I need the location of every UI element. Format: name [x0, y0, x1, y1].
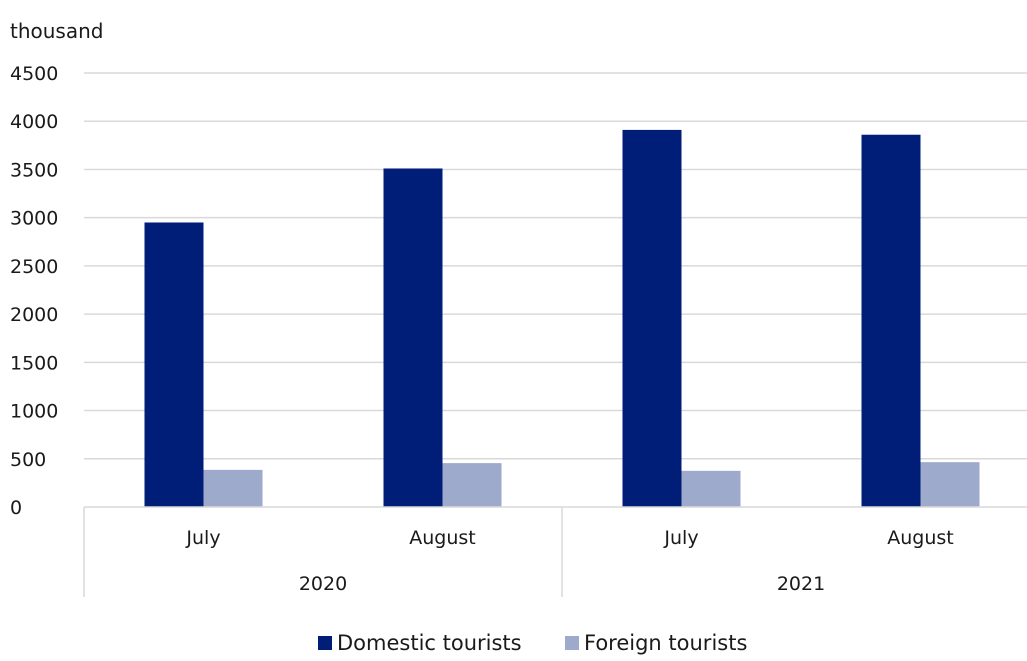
legend: Domestic tourists Foreign tourists [318, 631, 747, 655]
y-tick-label: 2000 [10, 304, 58, 326]
bar [920, 462, 980, 507]
x-category-label: July [185, 527, 220, 549]
bar [144, 222, 204, 507]
bar [622, 129, 682, 507]
y-tick-label: 3500 [10, 159, 58, 181]
y-axis-ticks: 0 500 1000 1500 2000 2500 3000 3500 4000 4500 [10, 63, 58, 519]
legend-label: Domestic tourists [337, 631, 522, 655]
x-axis: July August July August 2020 2021 [83, 506, 1027, 597]
bar [383, 168, 443, 508]
x-group-label: 2020 [299, 573, 347, 595]
bar [203, 469, 263, 507]
y-tick-label: 1000 [10, 401, 58, 423]
legend-swatch [565, 636, 579, 650]
y-unit-label: thousand [10, 19, 103, 43]
bars [144, 129, 980, 508]
gridlines [84, 72, 1027, 460]
y-tick-label: 2500 [10, 256, 58, 278]
legend-label: Foreign tourists [584, 631, 747, 655]
bar [442, 463, 502, 507]
y-tick-label: 500 [10, 449, 46, 471]
x-category-label: August [409, 527, 476, 549]
y-tick-label: 3000 [10, 208, 58, 230]
legend-swatch [318, 636, 332, 650]
y-tick-label: 4500 [10, 63, 58, 85]
y-tick-label: 4000 [10, 111, 58, 133]
y-tick-label: 0 [10, 497, 22, 519]
y-tick-label: 1500 [10, 352, 58, 374]
bar [681, 470, 741, 507]
x-category-label: August [887, 527, 954, 549]
x-category-label: July [663, 527, 698, 549]
x-group-label: 2021 [777, 573, 825, 595]
bar [861, 134, 921, 508]
